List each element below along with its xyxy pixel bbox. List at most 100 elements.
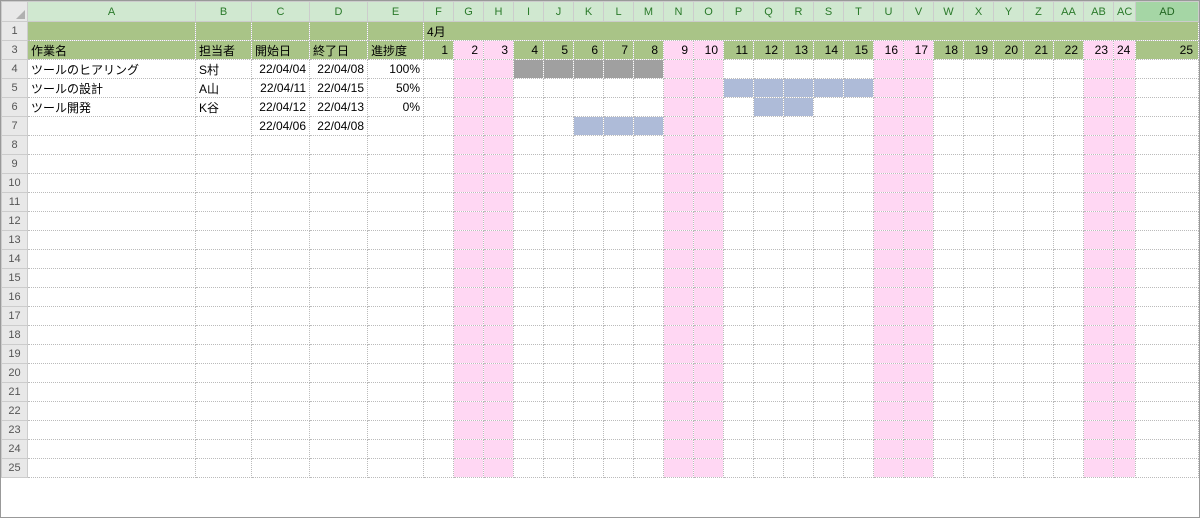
- row-header-20[interactable]: 20: [2, 364, 28, 383]
- row-header-13[interactable]: 13: [2, 231, 28, 250]
- col-header-C[interactable]: C: [252, 2, 310, 22]
- cell[interactable]: [664, 136, 694, 155]
- col-header-T[interactable]: T: [844, 2, 874, 22]
- cell[interactable]: [28, 269, 196, 288]
- cell[interactable]: [1024, 402, 1054, 421]
- task-start[interactable]: 22/04/12: [252, 98, 310, 117]
- cell[interactable]: [604, 288, 634, 307]
- gantt-cell[interactable]: [994, 117, 1024, 136]
- cell[interactable]: [514, 307, 544, 326]
- cell[interactable]: [994, 136, 1024, 155]
- row-9[interactable]: 9: [2, 155, 1199, 174]
- gantt-cell[interactable]: [844, 79, 874, 98]
- cell[interactable]: [514, 364, 544, 383]
- gantt-cell[interactable]: [904, 98, 934, 117]
- gantt-cell[interactable]: [514, 117, 544, 136]
- col-header-J[interactable]: J: [544, 2, 574, 22]
- gantt-cell[interactable]: [994, 60, 1024, 79]
- cell[interactable]: [1114, 250, 1136, 269]
- cell[interactable]: [28, 193, 196, 212]
- cell[interactable]: [724, 212, 754, 231]
- cell[interactable]: [1136, 459, 1199, 478]
- cell[interactable]: [844, 174, 874, 193]
- cell[interactable]: [368, 459, 424, 478]
- cell[interactable]: [544, 383, 574, 402]
- cell[interactable]: [544, 364, 574, 383]
- day-header-2[interactable]: 2: [454, 41, 484, 60]
- cell[interactable]: [368, 421, 424, 440]
- cell[interactable]: [1136, 383, 1199, 402]
- cell[interactable]: [874, 459, 904, 478]
- cell[interactable]: [634, 269, 664, 288]
- gantt-cell[interactable]: [964, 60, 994, 79]
- cell[interactable]: [964, 459, 994, 478]
- row-24[interactable]: 24: [2, 440, 1199, 459]
- task-end[interactable]: 22/04/08: [310, 60, 368, 79]
- cell[interactable]: [694, 193, 724, 212]
- cell[interactable]: [1054, 231, 1084, 250]
- gantt-cell[interactable]: [1084, 79, 1114, 98]
- cell[interactable]: [514, 136, 544, 155]
- row-23[interactable]: 23: [2, 421, 1199, 440]
- row-header-18[interactable]: 18: [2, 326, 28, 345]
- cell[interactable]: [1114, 231, 1136, 250]
- gantt-cell[interactable]: [904, 79, 934, 98]
- cell[interactable]: [196, 383, 252, 402]
- gantt-cell[interactable]: [874, 60, 904, 79]
- cell[interactable]: [1054, 402, 1084, 421]
- gantt-cell[interactable]: [664, 98, 694, 117]
- cell[interactable]: [424, 212, 454, 231]
- cell[interactable]: [252, 193, 310, 212]
- cell[interactable]: [904, 440, 934, 459]
- day-header-16[interactable]: 16: [874, 41, 904, 60]
- cell[interactable]: [634, 193, 664, 212]
- cell[interactable]: [874, 440, 904, 459]
- cell[interactable]: [994, 269, 1024, 288]
- cell[interactable]: [1054, 136, 1084, 155]
- task-end[interactable]: 22/04/08: [310, 117, 368, 136]
- cell[interactable]: [604, 421, 634, 440]
- cell[interactable]: [724, 193, 754, 212]
- cell[interactable]: [844, 231, 874, 250]
- day-header-14[interactable]: 14: [814, 41, 844, 60]
- col-header-AD[interactable]: AD: [1136, 2, 1199, 22]
- cell[interactable]: [964, 288, 994, 307]
- day-header-25[interactable]: 25: [1136, 41, 1199, 60]
- cell[interactable]: [28, 136, 196, 155]
- cell[interactable]: [1084, 174, 1114, 193]
- gantt-cell[interactable]: [634, 79, 664, 98]
- cell[interactable]: [28, 231, 196, 250]
- cell[interactable]: [934, 307, 964, 326]
- cell[interactable]: [454, 421, 484, 440]
- cell[interactable]: [814, 459, 844, 478]
- gantt-cell[interactable]: [484, 79, 514, 98]
- cell[interactable]: [28, 155, 196, 174]
- cell[interactable]: [252, 440, 310, 459]
- day-header-1[interactable]: 1: [424, 41, 454, 60]
- gantt-cell[interactable]: [874, 98, 904, 117]
- cell[interactable]: [964, 212, 994, 231]
- cell[interactable]: [514, 421, 544, 440]
- cell[interactable]: [994, 250, 1024, 269]
- col-header-E[interactable]: E: [368, 2, 424, 22]
- cell[interactable]: [1084, 307, 1114, 326]
- cell[interactable]: [994, 307, 1024, 326]
- cell[interactable]: [310, 155, 368, 174]
- cell[interactable]: [934, 326, 964, 345]
- cell[interactable]: [1054, 440, 1084, 459]
- cell[interactable]: [1054, 212, 1084, 231]
- cell[interactable]: [484, 402, 514, 421]
- cell[interactable]: [1114, 269, 1136, 288]
- cell[interactable]: [514, 250, 544, 269]
- cell[interactable]: [784, 269, 814, 288]
- gantt-cell[interactable]: [1136, 117, 1199, 136]
- cell[interactable]: [368, 231, 424, 250]
- cell[interactable]: [874, 364, 904, 383]
- task-person[interactable]: S村: [196, 60, 252, 79]
- cell[interactable]: [604, 459, 634, 478]
- cell[interactable]: [784, 440, 814, 459]
- row-header-16[interactable]: 16: [2, 288, 28, 307]
- gantt-cell[interactable]: [484, 60, 514, 79]
- cell[interactable]: [454, 174, 484, 193]
- gantt-cell[interactable]: [484, 98, 514, 117]
